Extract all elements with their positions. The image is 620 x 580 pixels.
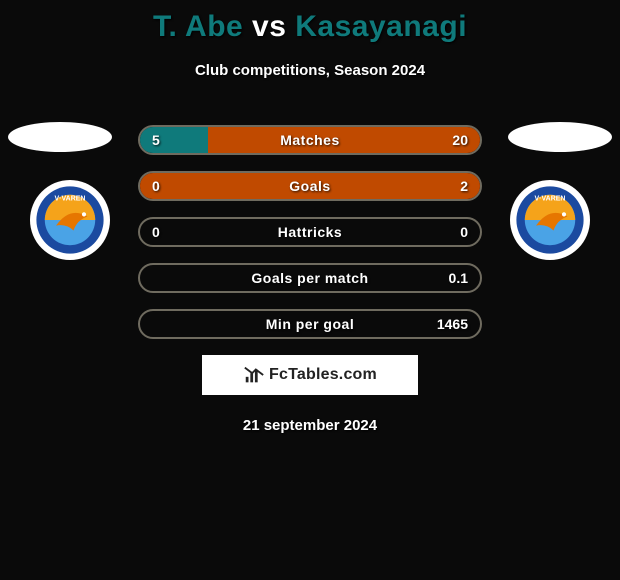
stat-value-right: 2 bbox=[460, 173, 468, 199]
stat-row: 0Hattricks0 bbox=[138, 217, 482, 247]
brand-text: FcTables.com bbox=[269, 366, 377, 384]
player1-name: T. Abe bbox=[153, 10, 243, 43]
vvaren-logo-icon: V·VAREN bbox=[515, 185, 585, 255]
vs-text: vs bbox=[252, 10, 286, 43]
barchart-icon bbox=[243, 364, 265, 386]
svg-text:V·VAREN: V·VAREN bbox=[55, 195, 86, 202]
page-title: T. Abe vs Kasayanagi bbox=[0, 0, 620, 44]
flag-left bbox=[8, 122, 112, 152]
comparison-card: T. Abe vs Kasayanagi Club competitions, … bbox=[0, 0, 620, 580]
stat-label: Hattricks bbox=[140, 219, 480, 245]
stat-label: Goals bbox=[140, 173, 480, 199]
stat-label: Min per goal bbox=[140, 311, 480, 337]
flag-right bbox=[508, 122, 612, 152]
stat-value-right: 0 bbox=[460, 219, 468, 245]
stat-row: 0Goals2 bbox=[138, 171, 482, 201]
stat-value-right: 1465 bbox=[437, 311, 468, 337]
svg-text:V·VAREN: V·VAREN bbox=[535, 195, 566, 202]
stat-label: Goals per match bbox=[140, 265, 480, 291]
stat-value-right: 20 bbox=[452, 127, 468, 153]
stat-row: Min per goal1465 bbox=[138, 309, 482, 339]
club-badge-left: V·VAREN bbox=[30, 180, 110, 260]
vvaren-logo-icon: V·VAREN bbox=[35, 185, 105, 255]
brand-box: FcTables.com bbox=[202, 355, 418, 395]
club-badge-right: V·VAREN bbox=[510, 180, 590, 260]
stat-row: 5Matches20 bbox=[138, 125, 482, 155]
stat-row: Goals per match0.1 bbox=[138, 263, 482, 293]
stats-panel: 5Matches200Goals20Hattricks0Goals per ma… bbox=[138, 125, 482, 339]
date-text: 21 september 2024 bbox=[0, 417, 620, 434]
subtitle: Club competitions, Season 2024 bbox=[0, 62, 620, 79]
stat-value-right: 0.1 bbox=[449, 265, 468, 291]
player2-name: Kasayanagi bbox=[295, 10, 467, 43]
stat-label: Matches bbox=[140, 127, 480, 153]
